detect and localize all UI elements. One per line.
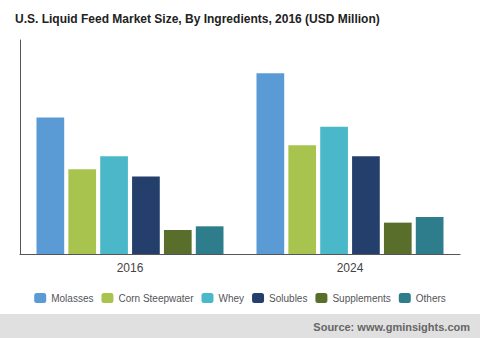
svg-text:Source: www.gminsights.com: Source: www.gminsights.com: [313, 321, 470, 333]
svg-text:Whey: Whey: [218, 293, 244, 304]
svg-text:Corn Steepwater: Corn Steepwater: [118, 293, 194, 304]
svg-text:2024: 2024: [337, 261, 364, 275]
svg-text:Molasses: Molasses: [51, 293, 93, 304]
svg-text:Others: Others: [416, 293, 446, 304]
svg-text:2016: 2016: [117, 261, 144, 275]
svg-text:U.S. Liquid Feed Market Size,: U.S. Liquid Feed Market Size, By Ingredi…: [15, 12, 380, 26]
svg-text:Solubles: Solubles: [269, 293, 307, 304]
svg-text:Supplements: Supplements: [332, 293, 390, 304]
